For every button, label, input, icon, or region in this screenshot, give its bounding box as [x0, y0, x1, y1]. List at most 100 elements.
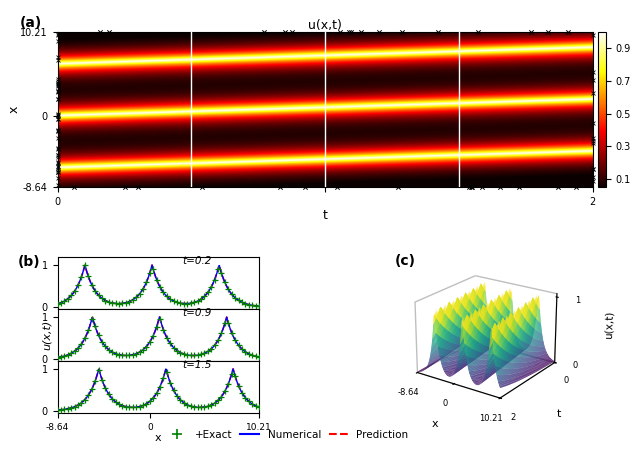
- Point: [220, 320, 230, 327]
- Point: [172, 347, 182, 354]
- Point: [182, 401, 193, 408]
- Point: [52, 95, 63, 102]
- Point: [234, 297, 244, 304]
- Point: [467, 184, 477, 191]
- Point: [356, 28, 366, 35]
- Point: [588, 165, 598, 173]
- Point: [134, 403, 145, 410]
- Point: [193, 404, 203, 411]
- Point: [216, 393, 227, 400]
- Point: [52, 111, 63, 118]
- Point: [525, 28, 536, 35]
- Point: [63, 351, 73, 359]
- Point: [203, 403, 213, 410]
- Point: [588, 178, 598, 185]
- Point: [220, 279, 230, 286]
- Point: [213, 336, 223, 344]
- Point: [52, 159, 63, 166]
- Point: [66, 350, 76, 357]
- Point: [52, 169, 63, 176]
- Point: [254, 354, 264, 361]
- Point: [206, 283, 216, 291]
- Point: [52, 82, 63, 89]
- Point: [148, 332, 158, 339]
- Point: [95, 28, 106, 35]
- Point: [107, 299, 117, 306]
- Point: [83, 326, 93, 334]
- Point: [52, 115, 63, 123]
- Point: [250, 302, 260, 310]
- Point: [244, 350, 254, 357]
- Point: [179, 300, 189, 307]
- Point: [588, 174, 598, 181]
- Point: [52, 37, 63, 44]
- Point: [213, 397, 223, 404]
- Point: [52, 82, 63, 89]
- Point: [70, 287, 80, 295]
- Point: [52, 127, 63, 134]
- Point: [111, 300, 121, 307]
- Point: [86, 281, 97, 288]
- Point: [186, 352, 196, 359]
- Point: [223, 286, 234, 293]
- Point: [73, 401, 83, 409]
- Point: [66, 404, 76, 411]
- Point: [60, 352, 70, 360]
- Point: [107, 348, 117, 355]
- Point: [588, 69, 598, 76]
- Point: [121, 299, 131, 306]
- Point: [244, 398, 254, 405]
- Point: [100, 343, 111, 350]
- Point: [56, 299, 66, 306]
- Point: [138, 346, 148, 354]
- Point: [244, 301, 254, 308]
- Point: [168, 297, 179, 305]
- Point: [111, 350, 121, 357]
- Point: [117, 352, 127, 359]
- Title: u(x,t): u(x,t): [308, 19, 342, 32]
- Point: [97, 295, 107, 302]
- Point: [240, 300, 250, 307]
- Point: [52, 354, 63, 361]
- Point: [52, 126, 63, 133]
- Point: [162, 293, 172, 300]
- Point: [152, 276, 162, 283]
- Point: [76, 273, 86, 280]
- Point: [100, 385, 111, 392]
- Point: [83, 391, 93, 399]
- Point: [182, 300, 193, 307]
- Point: [199, 350, 209, 357]
- Point: [203, 348, 213, 355]
- Text: t=0.9: t=0.9: [182, 308, 212, 318]
- Point: [52, 113, 63, 120]
- Text: (a): (a): [20, 16, 42, 30]
- Point: [209, 341, 220, 349]
- Point: [162, 334, 172, 341]
- Point: [168, 344, 179, 351]
- X-axis label: t: t: [323, 208, 328, 222]
- Point: [193, 351, 203, 359]
- Point: [179, 399, 189, 406]
- Point: [52, 88, 63, 95]
- Point: [186, 300, 196, 307]
- Point: [332, 184, 342, 191]
- Point: [133, 184, 143, 191]
- Point: [52, 116, 63, 123]
- Point: [97, 376, 107, 383]
- Point: [335, 28, 346, 35]
- Point: [346, 28, 356, 35]
- Y-axis label: x: x: [7, 106, 20, 114]
- Point: [52, 301, 63, 308]
- Point: [237, 299, 247, 306]
- Text: u(x,t): u(x,t): [42, 320, 52, 350]
- Point: [141, 279, 152, 286]
- Point: [117, 300, 127, 307]
- Point: [76, 399, 86, 406]
- Point: [543, 28, 554, 35]
- Point: [196, 404, 206, 411]
- Point: [175, 300, 186, 307]
- Point: [148, 266, 158, 273]
- Point: [287, 28, 298, 35]
- Point: [56, 406, 66, 414]
- Point: [52, 168, 63, 175]
